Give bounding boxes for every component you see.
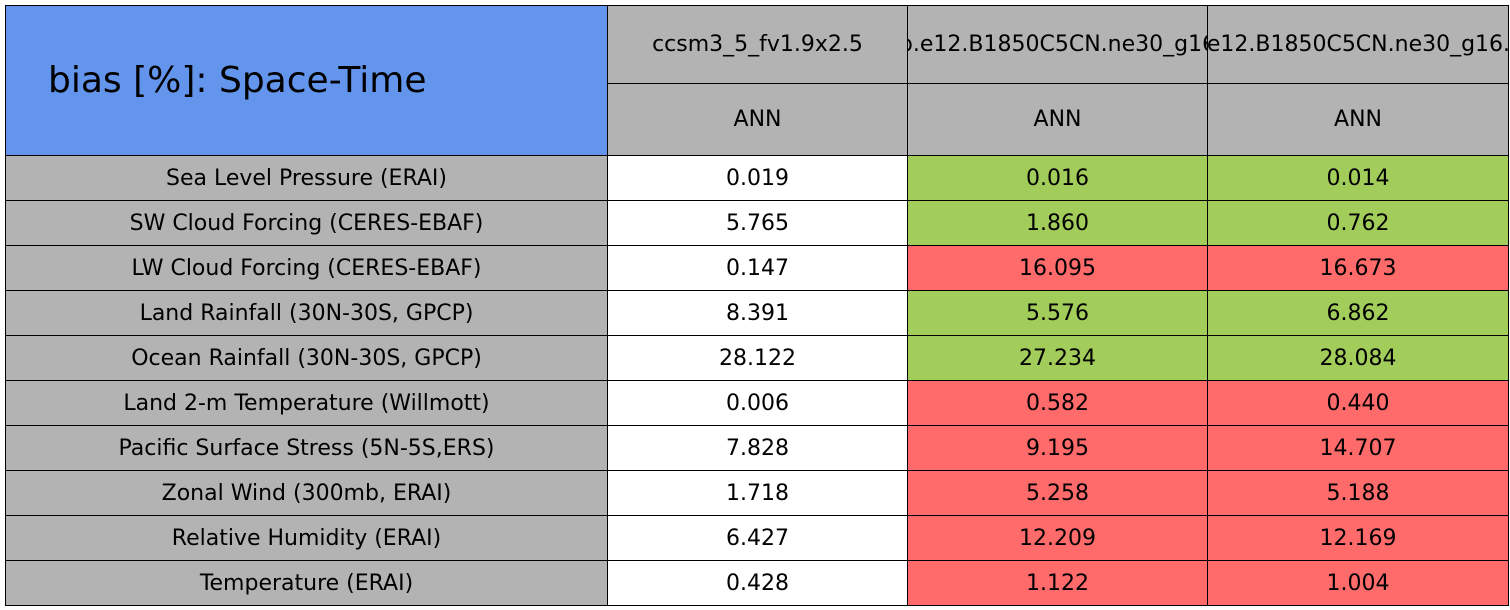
column-header: b.e12.B1850C5CN.ne30_g16.in xyxy=(1208,6,1509,84)
value-cell: 16.673 xyxy=(1208,246,1509,291)
season-header: ANN xyxy=(908,84,1208,156)
value-cell: 0.147 xyxy=(608,246,908,291)
value-cell: 5.258 xyxy=(908,471,1208,516)
value-cell: 5.188 xyxy=(1208,471,1509,516)
value-cell: 7.828 xyxy=(608,426,908,471)
value-cell: 0.014 xyxy=(1208,156,1509,201)
value-cell: 0.019 xyxy=(608,156,908,201)
value-cell: 0.440 xyxy=(1208,381,1509,426)
value-cell: 0.762 xyxy=(1208,201,1509,246)
value-cell: 6.862 xyxy=(1208,291,1509,336)
column-header: ccsm3_5_fv1.9x2.5 xyxy=(608,6,908,84)
value-cell: 14.707 xyxy=(1208,426,1509,471)
value-cell: 27.234 xyxy=(908,336,1208,381)
value-cell: 0.006 xyxy=(608,381,908,426)
value-cell: 0.428 xyxy=(608,561,908,606)
column-header: b.e12.B1850C5CN.ne30_g16 xyxy=(908,6,1208,84)
value-cell: 12.169 xyxy=(1208,516,1509,561)
row-label: Temperature (ERAI) xyxy=(6,561,608,606)
value-cell: 0.582 xyxy=(908,381,1208,426)
value-cell: 9.195 xyxy=(908,426,1208,471)
value-cell: 1.122 xyxy=(908,561,1208,606)
value-cell: 6.427 xyxy=(608,516,908,561)
value-cell: 5.576 xyxy=(908,291,1208,336)
row-label: Land 2-m Temperature (Willmott) xyxy=(6,381,608,426)
season-header: ANN xyxy=(1208,84,1509,156)
row-label: Pacific Surface Stress (5N-5S,ERS) xyxy=(6,426,608,471)
row-label: LW Cloud Forcing (CERES-EBAF) xyxy=(6,246,608,291)
value-cell: 28.084 xyxy=(1208,336,1509,381)
value-cell: 12.209 xyxy=(908,516,1208,561)
value-cell: 1.004 xyxy=(1208,561,1509,606)
row-label: SW Cloud Forcing (CERES-EBAF) xyxy=(6,201,608,246)
value-cell: 5.765 xyxy=(608,201,908,246)
season-header: ANN xyxy=(608,84,908,156)
value-cell: 1.860 xyxy=(908,201,1208,246)
value-cell: 16.095 xyxy=(908,246,1208,291)
row-label: Sea Level Pressure (ERAI) xyxy=(6,156,608,201)
row-label: Relative Humidity (ERAI) xyxy=(6,516,608,561)
value-cell: 28.122 xyxy=(608,336,908,381)
row-label: Ocean Rainfall (30N-30S, GPCP) xyxy=(6,336,608,381)
row-label: Land Rainfall (30N-30S, GPCP) xyxy=(6,291,608,336)
value-cell: 0.016 xyxy=(908,156,1208,201)
table: bias [%]: Space-Time ccsm3_5_fv1.9x2.5 ANN… xyxy=(5,5,1509,606)
value-cell: 8.391 xyxy=(608,291,908,336)
value-cell: 1.718 xyxy=(608,471,908,516)
table-title: bias [%]: Space-Time xyxy=(6,6,608,156)
row-label: Zonal Wind (300mb, ERAI) xyxy=(6,471,608,516)
